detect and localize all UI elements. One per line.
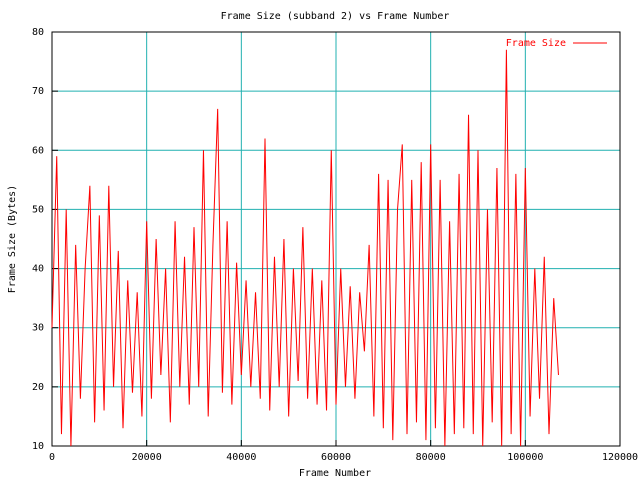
x-tick-label: 100000 bbox=[507, 452, 543, 463]
x-tick-label: 20000 bbox=[132, 452, 162, 463]
legend-label: Frame Size bbox=[506, 38, 566, 49]
y-axis-label: Frame Size (Bytes) bbox=[7, 185, 18, 293]
x-tick-label: 0 bbox=[49, 452, 55, 463]
x-axis-label: Frame Number bbox=[299, 468, 371, 479]
x-tick-label: 40000 bbox=[226, 452, 256, 463]
y-tick-label: 20 bbox=[32, 382, 44, 393]
x-tick-label: 80000 bbox=[416, 452, 446, 463]
y-tick-label: 50 bbox=[32, 204, 44, 215]
y-tick-label: 70 bbox=[32, 86, 44, 97]
x-tick-label: 120000 bbox=[602, 452, 638, 463]
y-tick-label: 10 bbox=[32, 441, 44, 452]
y-tick-label: 30 bbox=[32, 323, 44, 334]
y-tick-label: 60 bbox=[32, 145, 44, 156]
x-tick-label: 60000 bbox=[321, 452, 351, 463]
y-tick-label: 80 bbox=[32, 27, 44, 38]
plot-border bbox=[51, 31, 621, 447]
y-tick-label: 40 bbox=[32, 264, 44, 275]
chart-title: Frame Size (subband 2) vs Frame Number bbox=[221, 11, 450, 22]
data-line bbox=[51, 49, 559, 447]
